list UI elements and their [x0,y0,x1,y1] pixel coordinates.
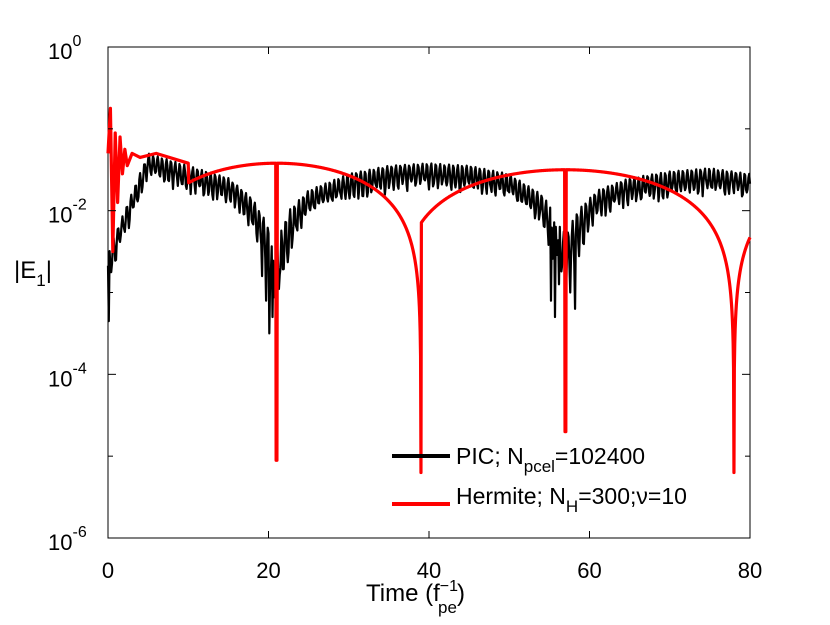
ticks-layer [107,46,751,539]
x-tick-label: 80 [738,558,762,583]
y-tick-label: 10-2 [48,197,87,228]
y-tick-label: 100 [48,33,81,64]
x-tick-label: 40 [417,558,441,583]
y-tick-labels: 100 10-2 10-4 10-6 [48,33,87,555]
x-tick-label: 60 [577,558,601,583]
y-axis-label: |E1| [14,257,52,290]
series-hermite-line [106,106,752,475]
y-tick-label: 10-4 [48,360,87,391]
x-tick-label: 20 [256,558,280,583]
x-tick-labels: 0 20 40 60 80 [102,558,762,583]
x-tick-label: 0 [102,558,114,583]
y-tick-label: 10-6 [48,524,87,555]
series-layer [106,106,752,475]
legend-label-hermite: Hermite; NH=300;ν=10 [456,483,687,516]
legend: PIC; Npcel=102400 Hermite; NH=300;ν=10 [392,443,687,516]
legend-label-pic: PIC; Npcel=102400 [456,443,645,476]
series-pic-line [106,152,752,335]
plot-area [106,46,752,539]
axes-box [107,46,751,539]
x-axis-label: Time (f−1 pe) [366,578,465,617]
